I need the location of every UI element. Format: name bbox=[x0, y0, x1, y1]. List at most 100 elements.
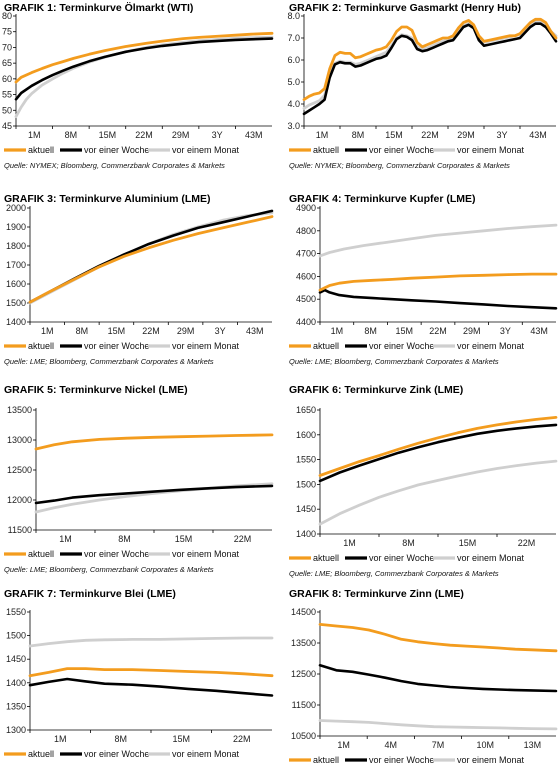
legend-label: aktuell bbox=[313, 755, 339, 765]
legend-label: vor einem Monat bbox=[457, 755, 525, 765]
x-tick-label: 1M bbox=[41, 326, 54, 336]
series-line-aktuell bbox=[34, 433, 274, 451]
y-tick-label: 60 bbox=[2, 74, 12, 84]
y-tick-label: 1400 bbox=[6, 317, 26, 327]
chart-title-prefix: GRAFIK 7: bbox=[4, 588, 59, 600]
legend-label: vor einem Monat bbox=[172, 341, 240, 351]
legend-label: aktuell bbox=[313, 145, 339, 155]
chart-title: GRAFIK 4: Terminkurve Kupfer (LME) bbox=[289, 193, 476, 205]
legend-label: aktuell bbox=[28, 549, 54, 559]
y-tick-label: 4.0 bbox=[287, 99, 300, 109]
chart-title-text: Terminkurve Kupfer (LME) bbox=[344, 193, 475, 205]
x-tick-label: 8M bbox=[76, 326, 89, 336]
chart-source: Quelle: LME; Bloomberg, Commerzbank Corp… bbox=[4, 357, 214, 366]
x-tick-label: 3Y bbox=[496, 130, 507, 140]
series-line-aktuell bbox=[28, 667, 274, 678]
y-tick-label: 12500 bbox=[7, 465, 32, 475]
y-tick-label: 13500 bbox=[7, 405, 32, 415]
y-tick-label: 4400 bbox=[296, 317, 316, 327]
x-tick-label: 43M bbox=[529, 130, 547, 140]
y-tick-label: 5.0 bbox=[287, 77, 300, 87]
x-tick-label: 7M bbox=[432, 740, 445, 750]
x-tick-label: 43M bbox=[246, 326, 264, 336]
chart-title: GRAFIK 7: Terminkurve Blei (LME) bbox=[4, 588, 176, 600]
legend-label: vor einem Monat bbox=[457, 553, 525, 563]
y-tick-label: 10500 bbox=[291, 731, 316, 741]
y-tick-label: 13500 bbox=[291, 638, 316, 648]
x-tick-label: 15M bbox=[172, 734, 190, 744]
x-tick-label: 15M bbox=[99, 130, 117, 140]
y-tick-label: 4500 bbox=[296, 294, 316, 304]
y-tick-label: 75 bbox=[2, 27, 12, 37]
x-tick-label: 15M bbox=[385, 130, 403, 140]
y-tick-label: 11500 bbox=[8, 525, 32, 535]
x-tick-label: 3Y bbox=[215, 326, 226, 336]
y-tick-label: 4700 bbox=[296, 249, 316, 259]
chart-panel-7: GRAFIK 7: Terminkurve Blei (LME) 1300 1350… bbox=[4, 588, 274, 759]
x-tick-label: 22M bbox=[234, 534, 252, 544]
series-line-aktuell bbox=[28, 215, 274, 304]
legend-label: aktuell bbox=[28, 341, 54, 351]
chart-source: Quelle: NYMEX; Bloomberg, Commerzbank Co… bbox=[289, 161, 510, 170]
legend-label: vor einem Monat bbox=[172, 749, 240, 759]
chart-title-text: Terminkurve Zinn (LME) bbox=[344, 588, 463, 600]
chart-title-prefix: GRAFIK 4: bbox=[289, 193, 344, 205]
y-tick-label: 14500 bbox=[291, 607, 316, 617]
y-tick-label: 1800 bbox=[6, 241, 26, 251]
x-tick-label: 8M bbox=[118, 534, 131, 544]
legend-label: vor einer Woche bbox=[369, 145, 434, 155]
chart-panel-8: GRAFIK 8: Terminkurve Zinn (LME) 10500 115… bbox=[289, 588, 558, 765]
legend-label: vor einer Woche bbox=[84, 549, 149, 559]
chart-panel-2: GRAFIK 2: Terminkurve Gasmarkt (Henry Hu… bbox=[287, 2, 558, 170]
chart-source: Quelle: LME; Bloomberg, Commerzbank Corp… bbox=[289, 569, 499, 578]
y-tick-label: 13000 bbox=[7, 435, 32, 445]
x-tick-label: 3Y bbox=[212, 130, 223, 140]
chart-title-prefix: GRAFIK 3: bbox=[4, 193, 59, 205]
series-line-aktuell bbox=[318, 623, 558, 653]
chart-title: GRAFIK 1: Terminkurve Ölmarkt (WTI) bbox=[4, 1, 193, 14]
x-tick-label: 10M bbox=[476, 740, 494, 750]
y-tick-label: 80 bbox=[2, 11, 12, 21]
y-tick-label: 1400 bbox=[296, 529, 316, 539]
chart-title: GRAFIK 5: Terminkurve Nickel (LME) bbox=[4, 384, 188, 396]
x-tick-label: 8M bbox=[65, 130, 78, 140]
series-line-vor-einem-monat bbox=[318, 719, 558, 731]
y-tick-label: 50 bbox=[2, 105, 12, 115]
chart-source: Quelle: NYMEX; Bloomberg, Commerzbank Co… bbox=[4, 161, 225, 170]
y-tick-label: 1500 bbox=[6, 631, 26, 641]
legend-label: aktuell bbox=[28, 749, 54, 759]
y-tick-label: 1400 bbox=[6, 678, 26, 688]
chart-title-text: Terminkurve Ölmarkt (WTI) bbox=[59, 1, 193, 14]
x-tick-label: 15M bbox=[175, 534, 193, 544]
x-tick-label: 29M bbox=[172, 130, 190, 140]
x-tick-label: 1M bbox=[343, 538, 356, 548]
legend-label: vor einem Monat bbox=[457, 145, 525, 155]
y-tick-label: 4900 bbox=[296, 203, 316, 213]
series-line-aktuell bbox=[318, 272, 558, 292]
x-tick-label: 22M bbox=[518, 538, 536, 548]
x-tick-label: 8M bbox=[364, 326, 377, 336]
x-tick-label: 4M bbox=[385, 740, 398, 750]
chart-panel-3: GRAFIK 3: Terminkurve Aluminium (LME) 140… bbox=[4, 193, 274, 366]
x-tick-label: 8M bbox=[114, 734, 127, 744]
y-tick-label: 12000 bbox=[7, 495, 32, 505]
series-line-vor-einer-woche bbox=[302, 22, 558, 116]
chart-title-prefix: GRAFIK 1: bbox=[4, 2, 59, 14]
y-tick-label: 3.0 bbox=[287, 121, 300, 131]
y-tick-label: 8.0 bbox=[287, 11, 300, 21]
series-line-vor-einer-woche bbox=[318, 423, 558, 483]
y-tick-label: 1450 bbox=[6, 654, 26, 664]
x-tick-label: 1M bbox=[331, 326, 344, 336]
chart-title-prefix: GRAFIK 5: bbox=[4, 384, 59, 396]
chart-title-prefix: GRAFIK 2: bbox=[289, 2, 344, 14]
chart-title: GRAFIK 2: Terminkurve Gasmarkt (Henry Hu… bbox=[289, 2, 521, 14]
x-tick-label: 8M bbox=[352, 130, 365, 140]
chart-title-text: Terminkurve Blei (LME) bbox=[59, 588, 176, 600]
y-tick-label: 1500 bbox=[6, 298, 26, 308]
y-tick-label: 7.0 bbox=[287, 33, 300, 43]
chart-title-prefix: GRAFIK 6: bbox=[289, 384, 344, 396]
chart-source: Quelle: LME; Bloomberg, Commerzbank Corp… bbox=[4, 565, 214, 574]
y-tick-label: 1700 bbox=[6, 260, 26, 270]
x-tick-label: 22M bbox=[135, 130, 153, 140]
